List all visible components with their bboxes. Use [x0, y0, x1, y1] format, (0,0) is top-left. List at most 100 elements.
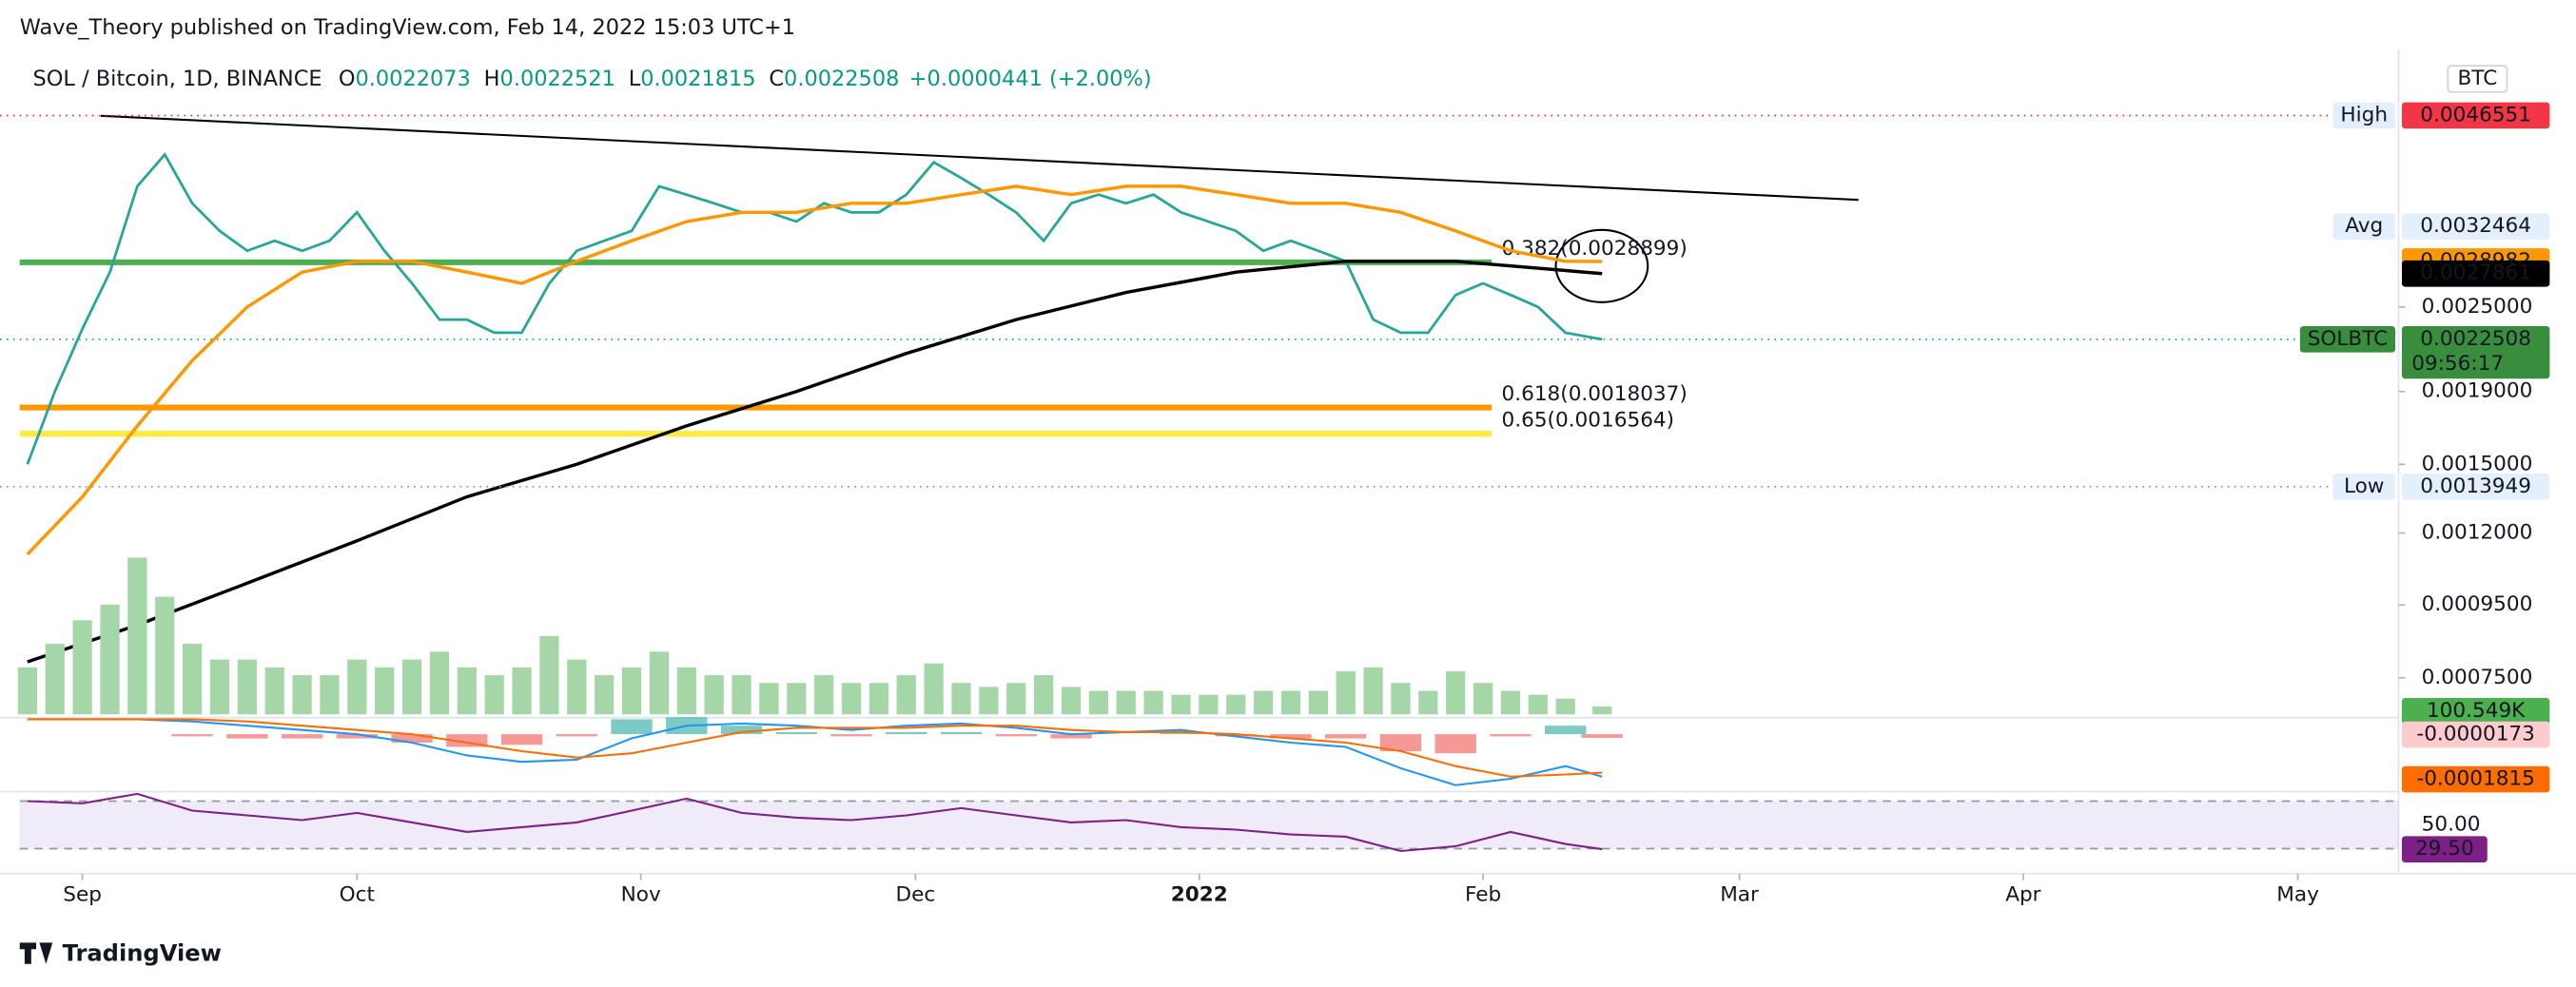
ohlc-key: L — [629, 66, 641, 90]
macd-histogram-bar — [886, 731, 927, 735]
macd-histogram-bar — [611, 719, 653, 735]
macd-histogram-bar — [1490, 734, 1532, 737]
macd-histogram-bar — [1270, 734, 1312, 739]
volume-bar — [1143, 690, 1163, 715]
volume-bar — [1473, 683, 1493, 715]
name-tag-box — [2332, 474, 2396, 500]
price-tag-box — [2401, 326, 2550, 379]
volume-bar — [787, 683, 807, 715]
volume-bar — [292, 675, 312, 715]
fib-label: 0.65(0.0016564) — [1502, 408, 1675, 432]
y-tick-label: 0.0009500 — [2422, 592, 2533, 616]
name-tag-box — [2332, 102, 2396, 129]
macd-histogram-bar — [171, 734, 213, 737]
x-tick-label: 2022 — [1171, 882, 1228, 906]
name-tag: Avg — [2345, 214, 2383, 238]
price-tag: 0.0013949 — [2420, 474, 2531, 498]
ohlc-value: 0.0022073 — [356, 66, 471, 90]
rsi-tag: 29.50 — [2415, 837, 2474, 861]
volume-bar — [155, 596, 175, 715]
rsi-tag-box — [2401, 836, 2488, 862]
volume-bar — [1446, 670, 1466, 715]
volume-bar — [896, 675, 916, 715]
plot: 0.382(0.0028899) 0.618(0.0018037)0.65(0.0… — [0, 114, 2399, 853]
published-line: Wave_Theory published on TradingView.com… — [20, 15, 795, 40]
volume-bar — [924, 663, 944, 715]
macd-histogram-bar — [1160, 731, 1202, 735]
volume-bar — [595, 675, 615, 715]
volume-bar — [1336, 670, 1356, 715]
macd-histogram-bar — [775, 731, 817, 735]
volume-bar — [567, 659, 587, 715]
volume-bar — [375, 667, 395, 715]
macd-tag-box — [2401, 765, 2550, 793]
ohlc-key: C — [769, 66, 784, 90]
volume-bar — [1280, 690, 1301, 715]
ohlc-value: 0.0021815 — [640, 66, 755, 90]
trendline — [100, 114, 1859, 202]
macd-histogram-bar — [1434, 734, 1476, 754]
volume-bar — [621, 667, 642, 715]
price-tag: 0.0022508 — [2420, 327, 2531, 351]
ma-tag: 0.0027861 — [2420, 261, 2531, 285]
volume-bar — [1116, 690, 1136, 715]
fib-label: 0.382(0.0028899) — [1502, 237, 1688, 261]
volume-bar — [1199, 694, 1219, 715]
volume-bar — [1061, 687, 1082, 715]
moving-average — [26, 184, 1603, 556]
macd-histogram-bar — [940, 731, 983, 735]
volume-bar — [1391, 683, 1411, 715]
ohlc-key: H — [484, 66, 500, 90]
macd-histogram-bar — [556, 734, 597, 737]
macd-histogram-bar — [281, 734, 323, 739]
volume-bar — [17, 667, 37, 715]
name-tag-box — [2299, 326, 2396, 353]
macd-histogram-bar — [1050, 734, 1092, 739]
x-tick-label: Oct — [340, 882, 375, 906]
name-tag: Low — [2344, 474, 2385, 498]
volume-bar — [1555, 698, 1575, 715]
volume-bar — [814, 675, 834, 715]
volume-bar — [1500, 690, 1521, 715]
rsi-line — [27, 792, 1603, 853]
y-tick-label: 0.0007500 — [2422, 666, 2533, 689]
name-tag: SOLBTC — [2308, 327, 2389, 351]
histogram-tag-box — [2401, 721, 2550, 748]
x-tick-label: Nov — [621, 882, 661, 906]
volume-tag-box — [2401, 698, 2550, 725]
macd-histogram-bar — [226, 734, 268, 739]
histogram-tag: -0.0000173 — [2416, 723, 2534, 746]
volume-bar — [320, 675, 340, 715]
volume-bar — [1363, 667, 1383, 715]
ohlc-value: 0.0022521 — [500, 66, 615, 90]
volume-bar — [209, 659, 230, 715]
x-tick-label: Feb — [1465, 882, 1501, 906]
volume-bar — [72, 620, 92, 715]
currency-box — [2447, 65, 2508, 93]
fib-label: 0.618(0.0018037) — [1502, 382, 1688, 406]
axes: 0.00075000.00095000.00120000.00150000.00… — [63, 102, 2550, 906]
volume-bar — [237, 659, 257, 715]
volume-bar — [732, 675, 751, 715]
macd-tag: -0.0001815 — [2416, 767, 2534, 791]
volume-bar — [457, 667, 477, 715]
price-tag-box — [2401, 474, 2550, 500]
x-tick-label: Mar — [1720, 882, 1759, 906]
volume-bar — [1308, 690, 1328, 715]
name-tag: High — [2340, 103, 2388, 126]
volume-bar — [951, 683, 971, 715]
logo — [19, 942, 53, 964]
volume-bar — [1592, 706, 1612, 715]
volume-bar — [868, 683, 889, 715]
x-tick-label: May — [2276, 882, 2319, 906]
macd-histogram-bar — [1379, 734, 1422, 751]
volume-bar — [649, 651, 670, 715]
volume-bar — [484, 675, 504, 715]
volume-bar — [979, 687, 999, 715]
macd-histogram-bar — [336, 734, 378, 739]
brand: TradingView — [63, 939, 222, 966]
macd-histogram-bar — [830, 734, 872, 737]
